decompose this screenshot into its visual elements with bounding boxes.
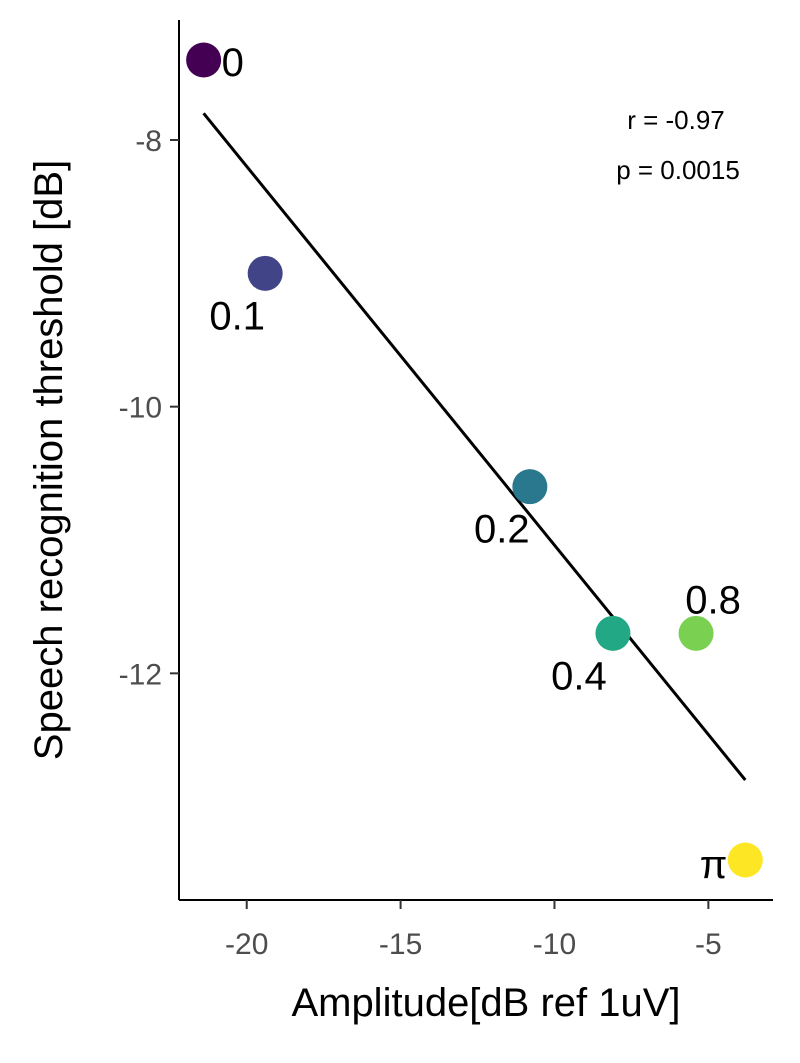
data-point	[186, 42, 222, 78]
correlation-p-label: p = 0.0015	[616, 155, 740, 185]
point-label: 0.4	[551, 654, 607, 698]
plot-area: 0 0.1 0.2 0.4 0.8 π	[186, 41, 763, 887]
x-tick-label: -10	[533, 928, 576, 961]
point-label: 0.8	[685, 578, 741, 622]
data-point	[512, 469, 548, 505]
x-tick-label: -15	[379, 928, 422, 961]
annotations-layer: Amplitude[dB ref 1uV] Speech recognition…	[27, 105, 740, 1025]
axes: -20 -15 -10 -5 -8 -10 -12	[119, 20, 773, 961]
y-tick-label: -12	[119, 658, 162, 691]
x-tick-label: -20	[225, 928, 268, 961]
y-tick-label: -8	[135, 125, 162, 158]
data-point	[727, 842, 763, 878]
regression-line	[202, 112, 747, 781]
x-axis-title: Amplitude[dB ref 1uV]	[291, 981, 680, 1025]
correlation-r-label: r = -0.97	[627, 105, 725, 135]
point-label: 0.2	[474, 508, 530, 552]
y-axis-title: Speech recognition threshold [dB]	[27, 160, 71, 760]
data-point	[247, 255, 283, 291]
y-tick-label: -10	[119, 392, 162, 425]
point-label: 0	[222, 41, 244, 85]
point-label: 0.1	[209, 294, 265, 338]
x-tick-label: -5	[695, 928, 722, 961]
point-label: π	[700, 843, 728, 887]
data-point	[595, 615, 631, 651]
data-point	[678, 615, 714, 651]
